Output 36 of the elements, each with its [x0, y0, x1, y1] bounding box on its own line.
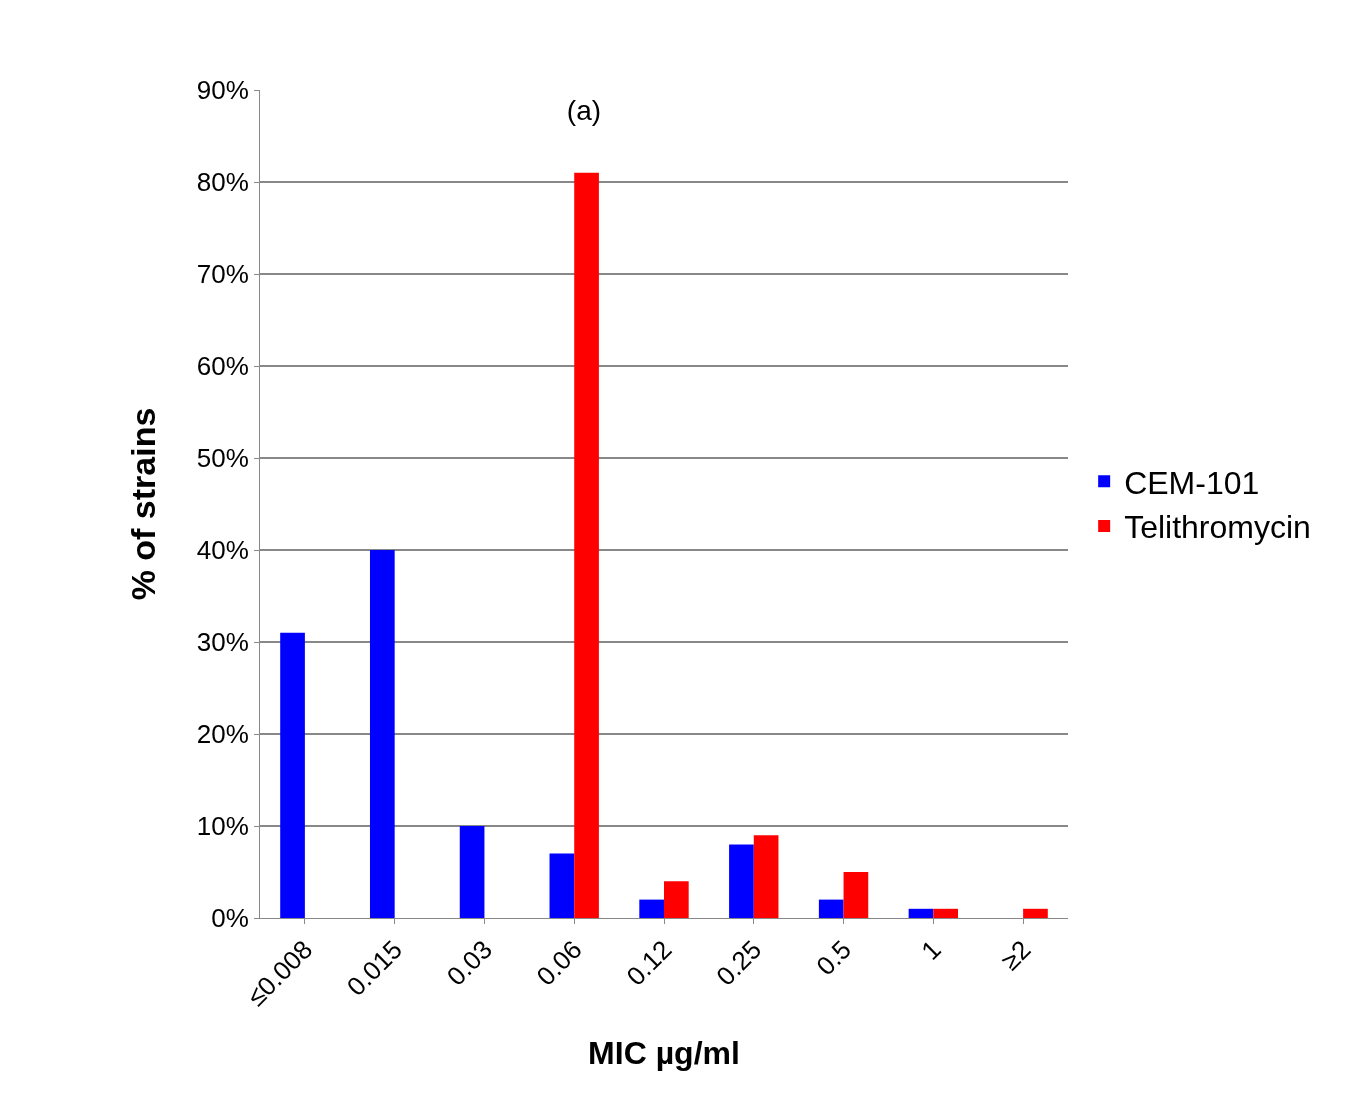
y-tick-label: 20%: [196, 719, 249, 750]
bar: [908, 908, 934, 918]
bar: [459, 826, 485, 918]
bar: [818, 899, 844, 918]
bar: [729, 844, 754, 918]
bar: [933, 908, 959, 918]
y-tick-label: 80%: [196, 167, 249, 198]
x-tick-label: 0.06: [530, 934, 588, 992]
bar: [369, 550, 395, 918]
bar: [843, 872, 869, 918]
x-tick-label: 0.25: [710, 934, 768, 992]
y-tick-label: 90%: [196, 75, 249, 106]
y-tick-label: 50%: [196, 443, 249, 474]
x-tick-label: ≥2: [995, 934, 1037, 976]
bar: [664, 881, 689, 918]
y-tick-label: 0%: [211, 903, 249, 934]
x-tick-label: 0.12: [620, 934, 678, 992]
y-tick-label: 70%: [196, 259, 249, 290]
bar: [753, 835, 779, 918]
y-tick-label: 60%: [196, 351, 249, 382]
y-tick-label: 10%: [196, 811, 249, 842]
x-tick-label: 1: [915, 934, 947, 966]
bar: [280, 632, 305, 918]
legend-label: Telithromycin: [1124, 509, 1311, 546]
y-axis-title: % of strains: [124, 407, 163, 601]
chart-title: (a): [566, 95, 602, 127]
bar: [574, 172, 599, 918]
legend-label: CEM-101: [1124, 464, 1260, 501]
y-tick-label: 40%: [196, 535, 249, 566]
bar: [639, 899, 664, 918]
y-tick-label: 30%: [196, 627, 249, 658]
bar: [1023, 908, 1048, 918]
x-tick-label: 0.03: [440, 934, 498, 992]
x-tick-label: 0.5: [810, 934, 857, 982]
x-axis-title: MIC µg/ml: [588, 1034, 740, 1071]
bar: [549, 853, 575, 918]
